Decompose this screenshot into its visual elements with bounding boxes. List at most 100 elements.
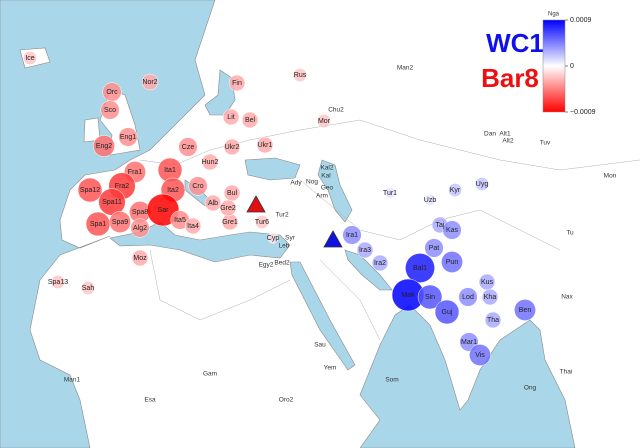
site-label: Rus — [294, 72, 307, 79]
site-bubble — [77, 177, 103, 203]
site-label: Kha — [484, 294, 497, 301]
site-bubble — [293, 68, 307, 82]
site-bubble — [23, 51, 37, 65]
site-bubble — [222, 108, 240, 126]
site-label: Sin — [425, 294, 435, 301]
site-bubble — [85, 211, 111, 237]
site-bubble — [458, 287, 478, 307]
place-label: Tuv — [540, 140, 551, 147]
place-label: Yem — [324, 365, 337, 372]
site-label: Orc — [106, 89, 118, 96]
site-label: Tur1 — [383, 190, 397, 197]
site-label: Cze — [182, 144, 195, 151]
site-label: Ice — [25, 55, 34, 62]
place-label: Kal2 — [320, 165, 333, 172]
wc1-label: WC1 — [486, 28, 544, 58]
site-bubble — [342, 225, 362, 245]
site-label: Cyp — [267, 235, 280, 242]
site-bubble — [434, 299, 460, 325]
site-label: Guj — [442, 309, 453, 316]
site-label: Ukr2 — [225, 144, 240, 151]
site-bubble — [481, 288, 499, 306]
site-bubble — [317, 114, 331, 128]
site-label: Moz — [133, 255, 147, 262]
site-label: Lit — [227, 114, 234, 121]
place-label: Oro2 — [279, 397, 294, 404]
colorbar-tick-label: −0.0009 — [570, 109, 596, 116]
colorbar-tick-label: 0.0009 — [570, 17, 592, 24]
place-label: Man2 — [397, 65, 414, 72]
place-label: Kal — [321, 173, 331, 180]
site-label: Ita2 — [167, 187, 179, 194]
site-label: Fin — [232, 80, 242, 87]
site-label: Eng1 — [120, 134, 136, 141]
site-label: Taj — [436, 222, 445, 229]
site-label: Cro — [192, 183, 203, 190]
place-label: Alt2 — [502, 138, 514, 145]
site-bubble — [475, 177, 489, 191]
place-label: Tu — [566, 230, 574, 237]
colorbar — [542, 19, 566, 113]
site-label: Kas — [446, 227, 459, 234]
site-bubble — [448, 183, 462, 197]
site-label: Ira1 — [346, 232, 358, 239]
place-label: Dan — [484, 131, 496, 138]
place-label: Gam — [203, 371, 217, 378]
site-label: Fra1 — [128, 169, 143, 176]
site-bubble — [93, 135, 115, 157]
site-bubble — [178, 137, 198, 157]
water — [0, 0, 576, 448]
site-label: Tur6 — [255, 219, 269, 226]
site-bubble — [405, 253, 435, 283]
red-triangle — [246, 195, 266, 213]
place-label: Tur2 — [275, 212, 289, 219]
site-label: Mar1 — [461, 339, 477, 346]
site-label: Ira2 — [374, 260, 386, 267]
site-label: Gre1 — [222, 219, 238, 226]
site-bubble — [130, 218, 150, 238]
place-label: Leb — [279, 243, 290, 250]
site-bubble — [201, 153, 219, 171]
site-label: Ita5 — [174, 217, 186, 224]
site-label: Alb — [208, 200, 218, 207]
place-label: Geo — [321, 185, 334, 192]
place-label: Nog — [306, 179, 318, 186]
place-label: Chu2 — [328, 107, 344, 114]
colorbar-tick-label: 0 — [570, 63, 574, 70]
site-label: Spa1 — [90, 221, 106, 228]
site-bubble — [514, 299, 536, 321]
site-label: Spa13 — [48, 279, 68, 286]
site-label: Sco — [104, 107, 116, 114]
site-label: Hun2 — [202, 159, 219, 166]
site-bubble — [469, 344, 491, 366]
site-label: Sar — [158, 207, 170, 214]
site-bubble — [484, 311, 502, 329]
place-label: Ong — [524, 385, 537, 392]
site-label: Lod — [462, 294, 474, 301]
site-label: Spa9 — [112, 219, 128, 226]
site-label: Gre2 — [220, 205, 236, 212]
site-bubble — [228, 74, 246, 92]
place-label: Nax — [561, 294, 573, 301]
site-bubble — [384, 187, 396, 199]
place-label: Man1 — [64, 377, 81, 384]
site-bubble — [100, 100, 120, 120]
site-bubble — [118, 127, 138, 147]
site-bubble — [184, 217, 202, 235]
site-label: Pun — [446, 259, 459, 266]
legend: WC1 Bar8 Nga 0.0009 0 −0.0009 — [470, 8, 634, 120]
site-label: Ita1 — [164, 167, 176, 174]
site-label: Spa8 — [132, 209, 148, 216]
site-bubble — [255, 215, 269, 229]
place-label: Esa — [144, 397, 156, 404]
site-bubble — [356, 241, 374, 259]
site-label: Spa11 — [102, 199, 122, 206]
site-bubble — [267, 232, 279, 244]
site-label: Sah — [82, 285, 95, 292]
site-bubble — [219, 199, 237, 217]
site-bubble — [204, 194, 222, 212]
sites: Ice Nor2 Orc Sco Eng1 Eng2 Fin Lit Bel Ukr1 Ukr2 Cz… — [23, 51, 536, 366]
site-label: Fra2 — [115, 183, 130, 190]
